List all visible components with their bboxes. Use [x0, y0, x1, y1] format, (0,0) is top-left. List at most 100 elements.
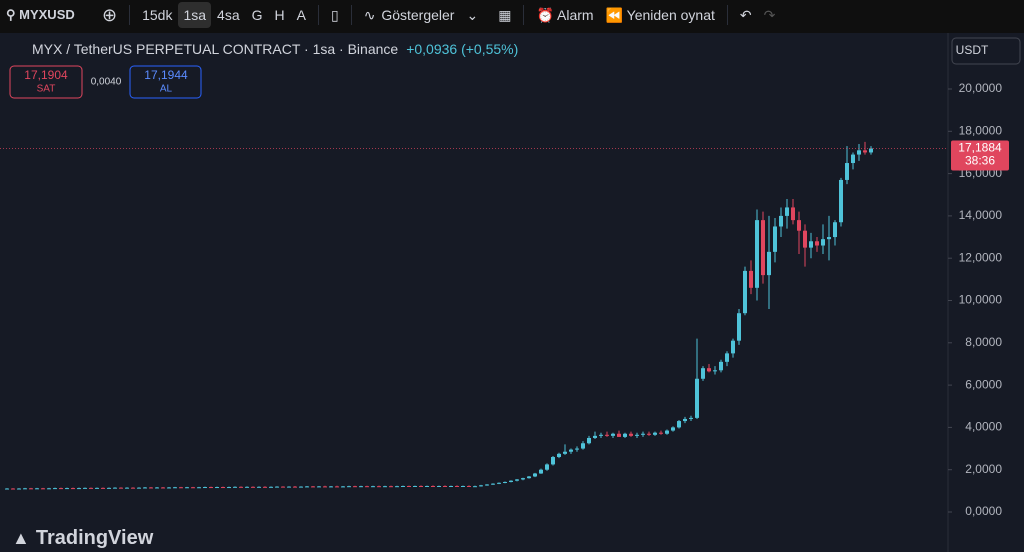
candle-body [401, 485, 405, 487]
candle-body [533, 473, 537, 477]
interval[interactable]: 15dk [142, 7, 173, 23]
separator [523, 5, 525, 25]
candle-body [659, 432, 663, 434]
candle-body [683, 418, 687, 422]
chart-bg [0, 33, 1024, 552]
candle-body [335, 486, 339, 488]
candle-body [653, 432, 657, 435]
candle-body [119, 487, 123, 489]
candle-body [203, 487, 207, 489]
y-tick-label: 20,0000 [959, 81, 1003, 95]
alarm-label[interactable]: Alarm [557, 6, 594, 23]
replay[interactable]: ⏪ Yeniden oynat [605, 6, 715, 23]
interval[interactable]: A [296, 7, 306, 23]
currency-box[interactable] [951, 37, 1021, 65]
candle-body [419, 485, 423, 487]
candle-body [53, 488, 57, 490]
add-symbol[interactable]: ⊕ [102, 4, 118, 25]
candle-body [731, 340, 735, 354]
candle-body [407, 485, 411, 487]
candle-body [545, 464, 549, 470]
candle-body [473, 486, 477, 488]
alarm[interactable]: ⏰ Alarm [536, 6, 594, 23]
candle-body [611, 433, 615, 436]
price-tag [951, 140, 1009, 171]
buy-label[interactable]: AL [160, 84, 173, 95]
candle-body [719, 361, 723, 371]
sell-button[interactable] [9, 65, 83, 99]
spread: 0,0040 [91, 77, 122, 88]
y-tick-label: 18,0000 [959, 123, 1003, 137]
sell-label[interactable]: SAT [37, 84, 56, 95]
candle-body [839, 179, 843, 223]
candle-body [785, 207, 789, 216]
candle-body [323, 486, 327, 488]
candle-body [503, 481, 507, 483]
candle-body [389, 486, 393, 488]
candle-body [233, 486, 237, 488]
candle-body [215, 487, 219, 489]
candle-body [497, 482, 501, 484]
candle-body [779, 215, 783, 227]
indicators-label[interactable]: Göstergeler [381, 6, 455, 23]
chart-type[interactable]: ▯ [330, 6, 339, 23]
candle-body [179, 487, 183, 489]
interval[interactable]: H [274, 7, 285, 23]
candle-body [737, 313, 741, 341]
title: MYX / TetherUS PERPETUAL CONTRACT · 1sa … [32, 41, 398, 57]
candle-body [797, 220, 801, 231]
candle-body [551, 457, 555, 465]
candle-body [677, 421, 681, 428]
symbol[interactable]: MYXUSD [19, 7, 75, 22]
candle-body [185, 487, 189, 489]
candle-body [251, 486, 255, 488]
sell-price[interactable]: 17,1904 [24, 68, 68, 82]
candle-body [749, 270, 753, 288]
candle-body [575, 448, 579, 450]
candle-body [71, 488, 75, 490]
redo[interactable]: ↷ [763, 6, 776, 23]
y-tick-label: 4,0000 [965, 420, 1002, 434]
candle-body [263, 486, 267, 488]
candle-body [95, 487, 99, 489]
candle-body [803, 230, 807, 248]
interval[interactable]: 1sa [178, 2, 212, 28]
undo[interactable]: ↶ [739, 6, 752, 23]
candle-body [305, 486, 309, 488]
replay-label[interactable]: Yeniden oynat [626, 6, 715, 23]
candle-body [455, 485, 459, 487]
candle-body [569, 449, 573, 452]
candle-body [515, 479, 519, 481]
candle-body [869, 148, 873, 153]
indicators[interactable]: ∿ Göstergeler ⌄ [363, 6, 479, 23]
candle-body [23, 488, 27, 490]
interval[interactable]: G [251, 7, 263, 23]
symbol-search[interactable]: ⚲ MYXUSD [6, 7, 75, 22]
candle-body [257, 486, 261, 488]
candle-body [437, 485, 441, 487]
candle-body [635, 434, 639, 436]
candle-body [353, 486, 357, 488]
y-tick-label: 2,0000 [965, 462, 1002, 476]
candle-body [443, 485, 447, 487]
y-tick-label: 8,0000 [965, 335, 1002, 349]
candle-body [539, 469, 543, 474]
buy-button[interactable] [129, 65, 202, 99]
candle-body [329, 486, 333, 488]
interval[interactable]: 4sa [217, 7, 240, 23]
candle-body [485, 484, 489, 486]
candle-body [47, 488, 51, 490]
candle-body [395, 486, 399, 488]
candle-body [287, 486, 291, 488]
candle-body [347, 486, 351, 488]
currency[interactable]: USDT [956, 43, 989, 57]
buy-price[interactable]: 17,1944 [144, 68, 188, 82]
candle-body [275, 486, 279, 488]
y-tick-label: 14,0000 [959, 208, 1003, 222]
candle-body [857, 150, 861, 155]
y-tick-label: 0,0000 [965, 504, 1002, 518]
candle-body [671, 427, 675, 431]
candle-body [41, 488, 45, 490]
candle-body [107, 487, 111, 489]
layouts[interactable]: ▦ [498, 6, 512, 23]
